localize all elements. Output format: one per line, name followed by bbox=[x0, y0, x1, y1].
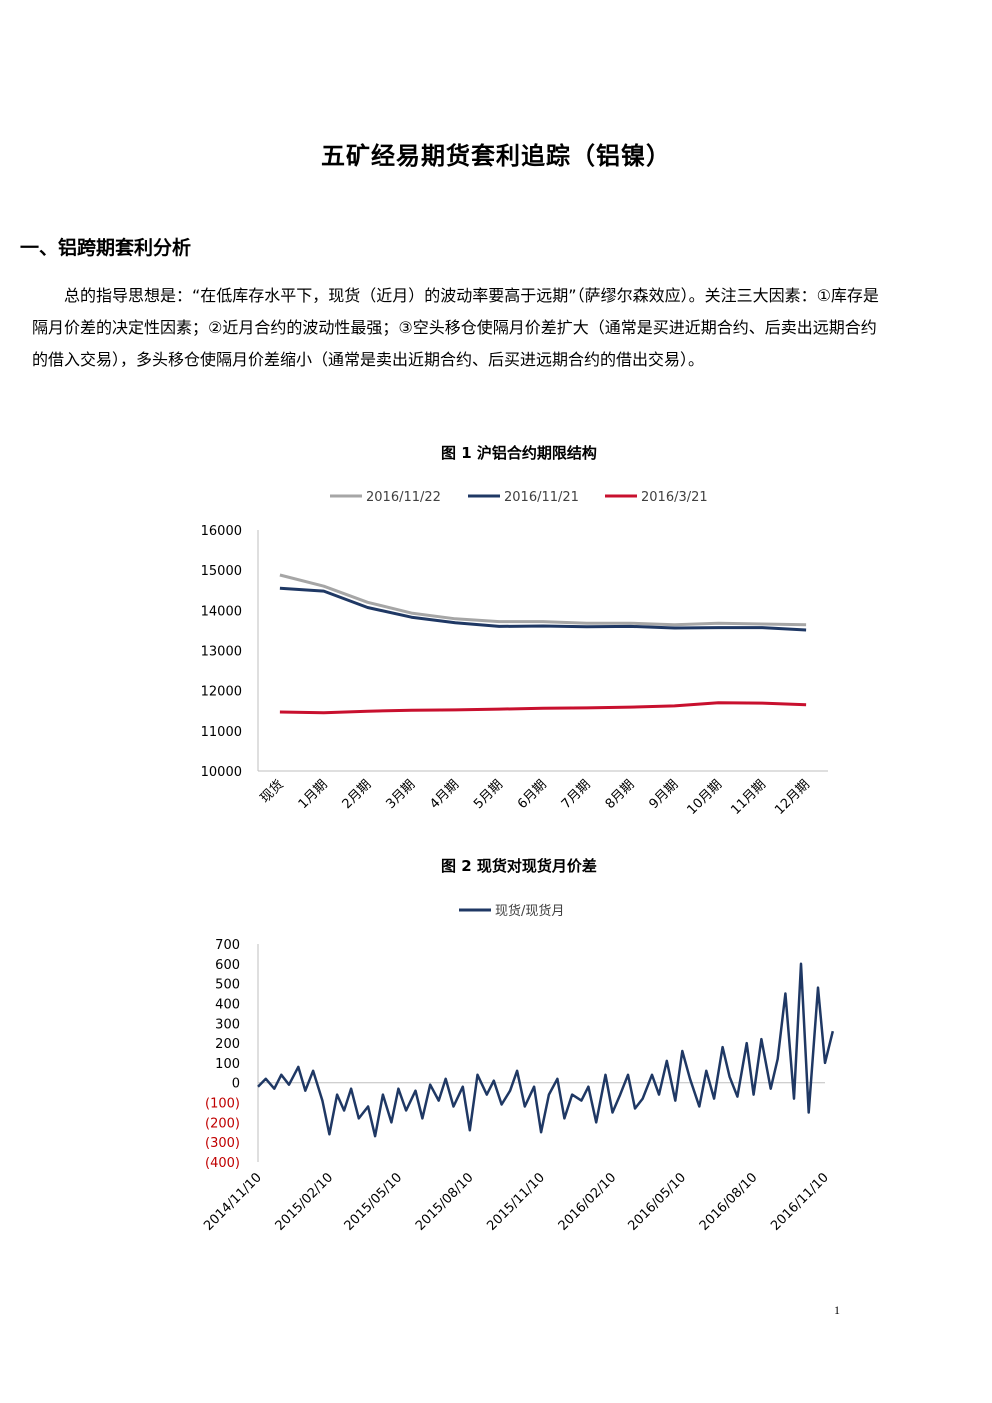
series-line bbox=[279, 586, 807, 632]
legend-label: 2016/11/21 bbox=[504, 490, 579, 505]
x-tick-label: 2016/11/10 bbox=[768, 1170, 832, 1234]
x-tick-label: 9月期 bbox=[647, 777, 682, 812]
y-tick-label: (300) bbox=[205, 1136, 240, 1151]
legend-label: 2016/11/22 bbox=[366, 490, 441, 505]
y-tick-label: (200) bbox=[205, 1116, 240, 1131]
y-tick-label: 12000 bbox=[201, 685, 242, 700]
legend-label: 现货/现货月 bbox=[495, 903, 564, 919]
chart-spot-spread: 现货/现货月 700 600 500 400 300 200 100 0 (100) (200) (3… bbox=[201, 903, 835, 1234]
y-tick-label: 600 bbox=[215, 958, 240, 973]
x-tick-label: 2015/02/10 bbox=[273, 1170, 337, 1234]
x-tick-label: 1月期 bbox=[296, 777, 331, 812]
x-tick-label: 10月期 bbox=[685, 777, 726, 818]
x-tick-label: 2月期 bbox=[340, 777, 375, 812]
x-tick-label: 6月期 bbox=[515, 777, 550, 812]
x-tick-label: 现货 bbox=[257, 777, 287, 807]
body-paragraph: 总的指导思想是：“在低库存水平下，现货（近月）的波动率要高于远期”（萨缪尔森效应… bbox=[32, 286, 879, 369]
x-tick-label: 2016/02/10 bbox=[556, 1170, 620, 1234]
x-tick-label: 2015/05/10 bbox=[342, 1170, 406, 1234]
x-tick-label: 4月期 bbox=[427, 777, 462, 812]
y-tick-label: 700 bbox=[215, 938, 240, 953]
y-tick-label: 13000 bbox=[201, 645, 242, 660]
x-tick-label: 2015/08/10 bbox=[413, 1170, 477, 1234]
y-tick-label: 16000 bbox=[201, 524, 242, 539]
x-tick-label: 8月期 bbox=[603, 777, 638, 812]
series-line bbox=[257, 962, 835, 1138]
y-tick-label: 500 bbox=[215, 978, 240, 993]
page-title: 五矿经易期货套利追踪（铝镍） bbox=[321, 142, 671, 170]
y-tick-label: 11000 bbox=[201, 725, 242, 740]
y-tick-label: (400) bbox=[205, 1156, 240, 1171]
x-tick-label: 5月期 bbox=[471, 777, 506, 812]
page-number: 1 bbox=[834, 1303, 840, 1317]
y-tick-label: 14000 bbox=[201, 604, 242, 619]
x-tick-label: 7月期 bbox=[559, 777, 594, 812]
x-tick-label: 2015/11/10 bbox=[484, 1170, 548, 1234]
y-tick-label: 200 bbox=[215, 1037, 240, 1052]
y-tick-label: 0 bbox=[232, 1077, 240, 1092]
x-tick-label: 3月期 bbox=[383, 777, 418, 812]
series-line bbox=[279, 701, 807, 715]
y-tick-label: 300 bbox=[215, 1017, 240, 1032]
y-tick-label: 100 bbox=[215, 1057, 240, 1072]
x-tick-label: 11月期 bbox=[728, 777, 769, 818]
y-tick-label: (100) bbox=[205, 1097, 240, 1112]
legend-label: 2016/3/21 bbox=[641, 490, 708, 505]
chart-term-structure: 2016/11/22 2016/11/21 2016/3/21 10000 11000 1… bbox=[201, 490, 828, 818]
x-tick-label: 12月期 bbox=[772, 777, 813, 818]
series-line bbox=[279, 573, 807, 627]
x-tick-label: 2016/08/10 bbox=[697, 1170, 761, 1234]
y-tick-label: 15000 bbox=[201, 564, 242, 579]
x-tick-label: 2016/05/10 bbox=[626, 1170, 690, 1234]
section-heading: 一、铝跨期套利分析 bbox=[20, 237, 192, 259]
y-tick-label: 10000 bbox=[201, 765, 242, 780]
figure-2-caption: 图 2 现货对现货月价差 bbox=[441, 857, 597, 875]
y-tick-label: 400 bbox=[215, 997, 240, 1012]
figure-1-caption: 图 1 沪铝合约期限结构 bbox=[441, 444, 597, 462]
x-tick-label: 2014/11/10 bbox=[201, 1170, 265, 1234]
